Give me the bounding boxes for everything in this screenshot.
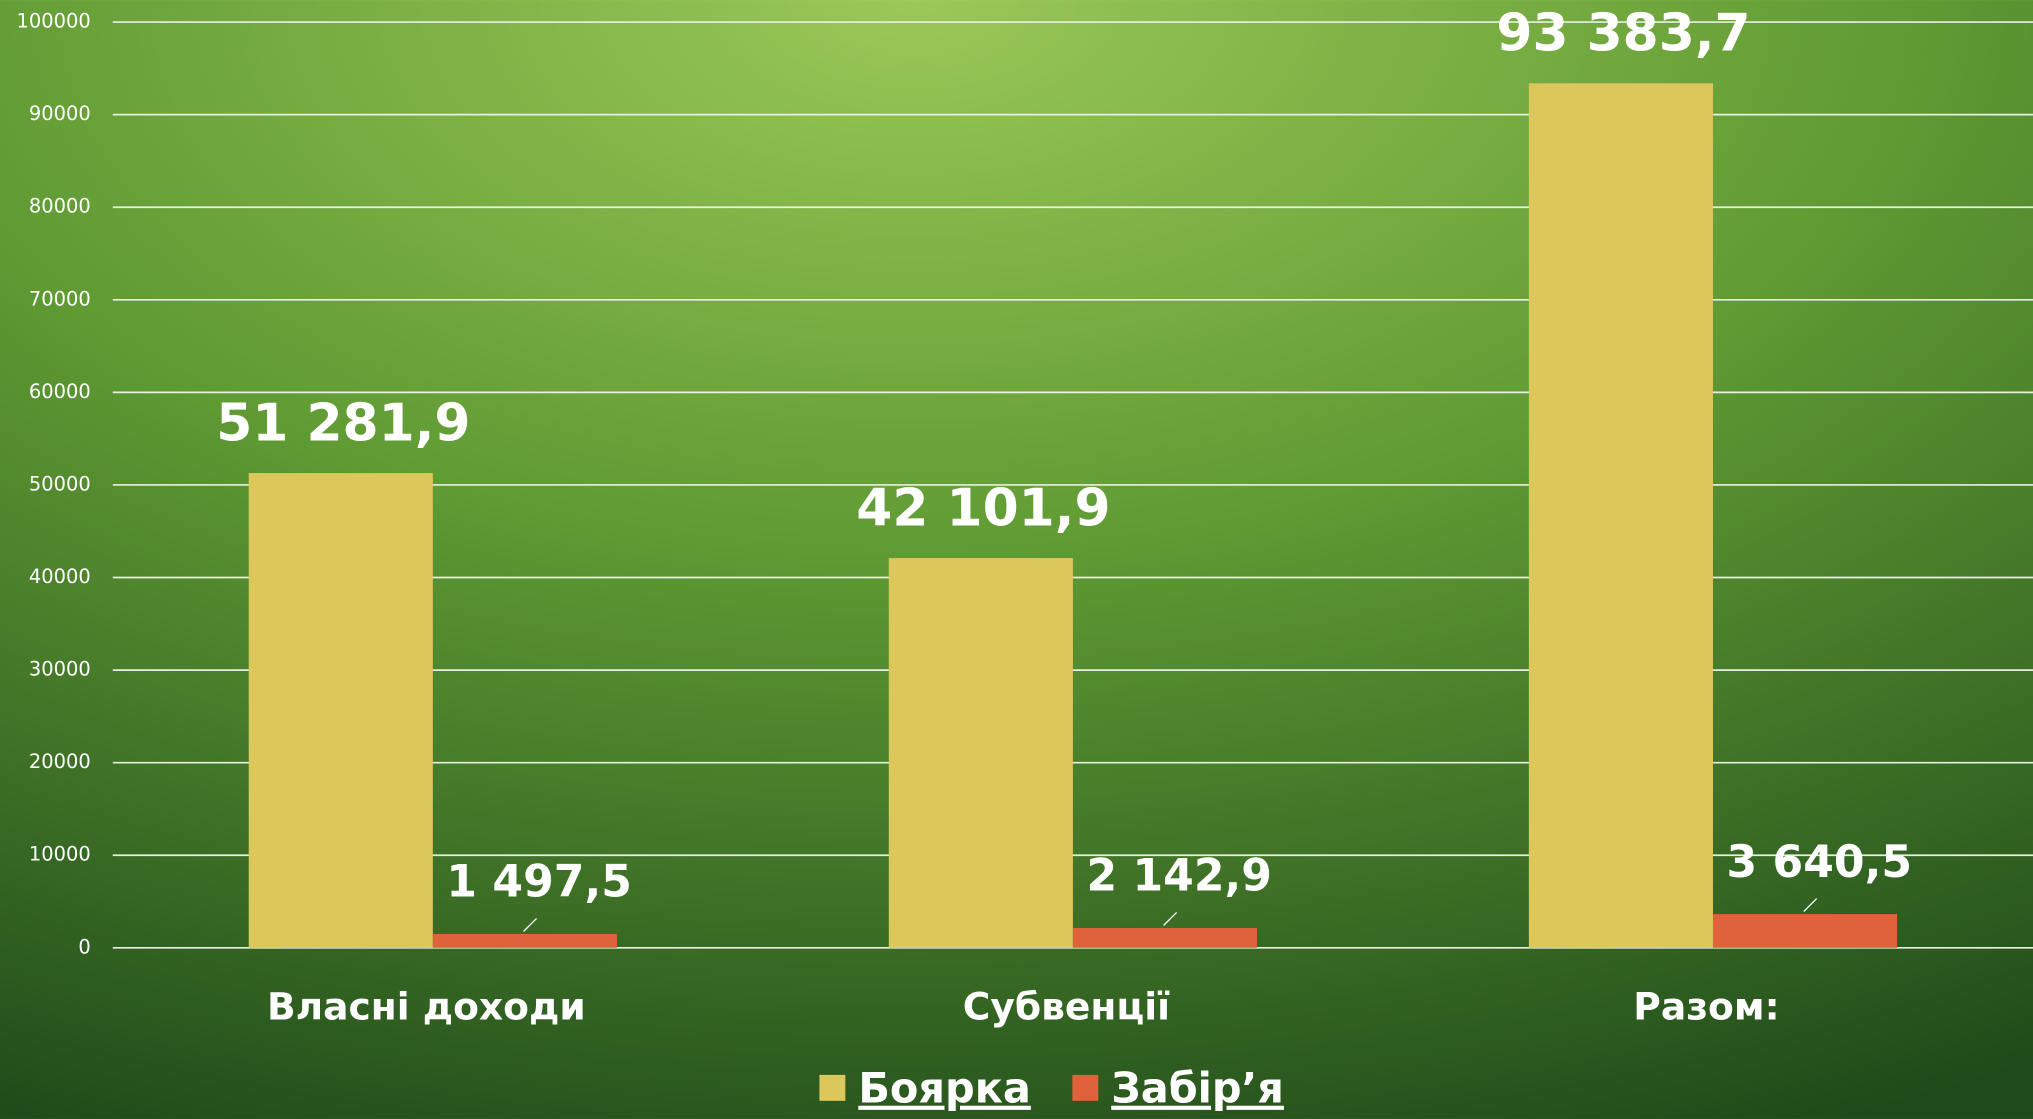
legend-swatch	[819, 1074, 846, 1101]
x-tick-label: Власні доходи	[267, 984, 586, 1028]
data-label: 51 281,9	[216, 393, 470, 453]
bar	[888, 558, 1073, 948]
bar	[432, 933, 617, 948]
y-tick-label: 40000	[29, 565, 91, 588]
leader-line	[523, 917, 538, 932]
y-tick-label: 90000	[29, 102, 91, 125]
data-label: 1 497,5	[446, 857, 631, 908]
bar	[1528, 83, 1713, 948]
y-tick-label: 70000	[29, 287, 91, 310]
y-tick-label: 0	[78, 935, 90, 958]
legend-label: Боярка	[858, 1064, 1031, 1113]
data-label: 42 101,9	[856, 478, 1110, 538]
x-tick-label: Субвенції	[963, 984, 1170, 1028]
leader-line	[1163, 911, 1178, 926]
bar	[1072, 927, 1258, 948]
y-tick-label: 60000	[29, 380, 91, 403]
y-tick-label: 20000	[29, 750, 91, 773]
plot-area: 0 10000 20000 30000 40000 50000 60000 70000 8000…	[17, 4, 2033, 1113]
y-tick-label: 50000	[29, 472, 91, 495]
y-tick-label: 100000	[17, 10, 91, 33]
bar	[248, 473, 433, 948]
data-label: 3 640,5	[1727, 837, 1912, 888]
y-tick-label: 30000	[29, 658, 91, 681]
leader-line	[1803, 898, 1818, 912]
bar	[1712, 914, 1898, 948]
x-tick-label: Разом:	[1633, 984, 1779, 1028]
legend-label: Забір’я	[1111, 1064, 1284, 1113]
data-label: 93 383,7	[1496, 4, 1750, 64]
y-tick-label: 10000	[29, 843, 91, 866]
data-label: 2 142,9	[1086, 851, 1271, 902]
legend-swatch	[1072, 1074, 1099, 1101]
y-tick-label: 80000	[29, 195, 91, 218]
